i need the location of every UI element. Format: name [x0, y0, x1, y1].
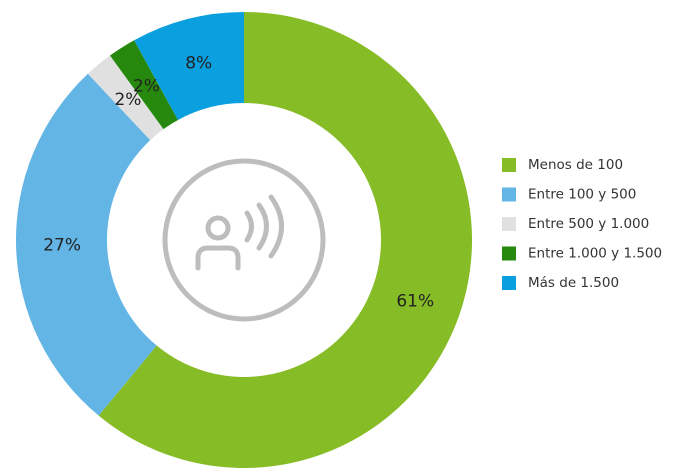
legend-swatch: [502, 158, 516, 172]
value-label: 8%: [185, 54, 212, 74]
legend-label: Entre 1.000 y 1.500: [528, 246, 662, 262]
donut-slice: [134, 12, 244, 120]
legend-label: Menos de 100: [528, 157, 623, 173]
value-label: 2%: [133, 76, 160, 96]
legend-swatch: [502, 217, 516, 231]
legend-label: Más de 1.500: [528, 275, 619, 291]
donut-slice: [98, 12, 472, 468]
legend-label: Entre 500 y 1.000: [528, 216, 649, 232]
value-label: 2%: [114, 90, 141, 110]
donut-slice: [109, 40, 178, 130]
legend-swatch: [502, 246, 516, 261]
value-label: 61%: [396, 292, 434, 312]
legend-swatch: [502, 276, 516, 290]
donut-slice: [87, 55, 164, 141]
legend-label: Entre 100 y 500: [528, 187, 636, 203]
legend-swatch: [502, 187, 516, 202]
value-label: 27%: [43, 236, 81, 256]
center-icon: [162, 158, 326, 322]
donut-slice: [15, 73, 157, 416]
